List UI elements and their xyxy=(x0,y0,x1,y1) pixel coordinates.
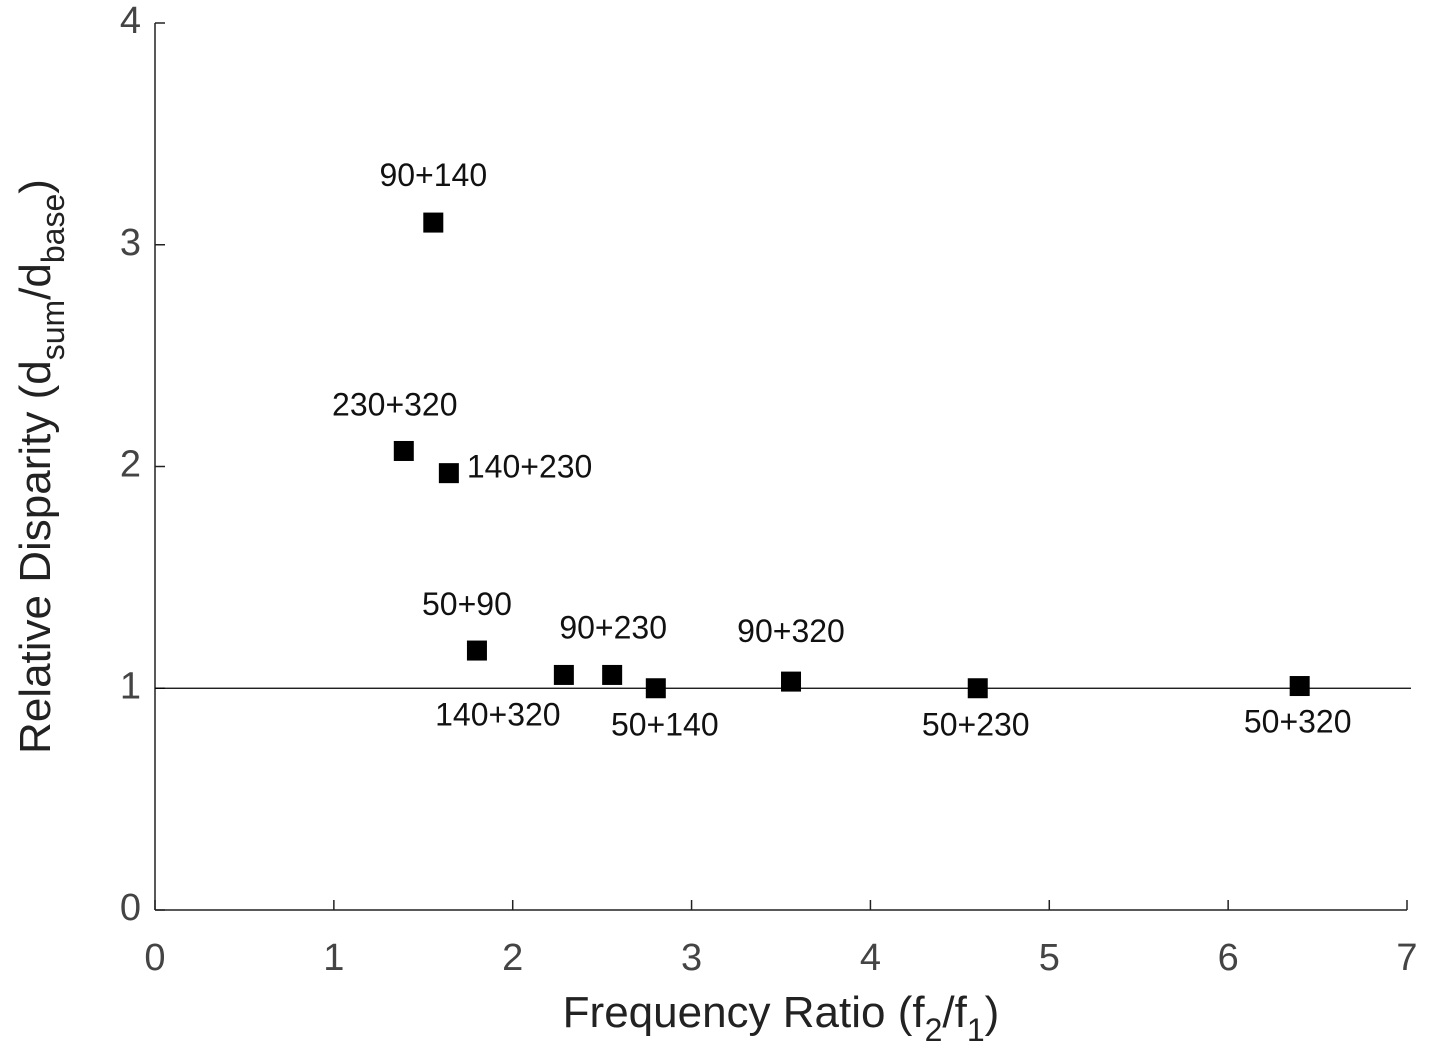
point-label: 230+320 xyxy=(332,386,457,422)
y-axis-title-part: ) xyxy=(11,179,60,194)
y-axis-title: Relative Disparity (dsum/dbase) xyxy=(11,179,72,754)
point-label: 140+230 xyxy=(467,449,592,485)
x-tick-label: 3 xyxy=(681,937,702,979)
point xyxy=(645,678,666,699)
y-tick-label: 2 xyxy=(120,444,141,486)
x-axis-title-part: /f xyxy=(942,988,967,1037)
point-label: 50+90 xyxy=(422,586,512,622)
point xyxy=(602,664,623,685)
point-label: 90+230 xyxy=(559,609,667,645)
point xyxy=(1289,676,1310,697)
point xyxy=(553,664,574,685)
x-axis-title-part: 1 xyxy=(967,1012,985,1048)
y-axis-title-part: sum xyxy=(35,300,71,360)
point xyxy=(781,671,802,692)
x-tick-label: 1 xyxy=(323,937,344,979)
x-axis-title: Frequency Ratio (f2/f1) xyxy=(563,988,1000,1049)
point-label: 50+230 xyxy=(922,707,1030,743)
y-tick-label: 1 xyxy=(120,665,141,707)
y-tick-label: 0 xyxy=(120,887,141,929)
point-label: 50+320 xyxy=(1244,703,1352,739)
point-label: 140+320 xyxy=(435,696,560,732)
point xyxy=(967,678,988,699)
x-tick-label: 0 xyxy=(144,937,165,979)
y-tick-label: 3 xyxy=(120,222,141,264)
point xyxy=(438,463,459,484)
x-tick-label: 4 xyxy=(860,937,881,979)
y-axis-title-part: base xyxy=(35,194,71,263)
y-axis-title-part: Relative Disparity (d xyxy=(11,360,60,754)
point-label: 90+320 xyxy=(737,613,845,649)
point xyxy=(423,212,444,233)
point-label: 50+140 xyxy=(611,707,719,743)
point xyxy=(466,640,487,661)
y-tick-label: 4 xyxy=(120,0,141,42)
point-label: 90+140 xyxy=(379,157,487,193)
x-axis-title-part: 2 xyxy=(925,1012,943,1048)
x-axis-title-part: ) xyxy=(985,988,1000,1037)
x-tick-label: 2 xyxy=(502,937,523,979)
point xyxy=(393,440,414,461)
x-axis-title-part: Frequency Ratio (f xyxy=(563,988,926,1037)
x-tick-label: 5 xyxy=(1039,937,1060,979)
x-tick-label: 6 xyxy=(1218,937,1239,979)
x-tick-label: 7 xyxy=(1396,937,1417,979)
y-axis-title-part: /d xyxy=(11,263,60,300)
